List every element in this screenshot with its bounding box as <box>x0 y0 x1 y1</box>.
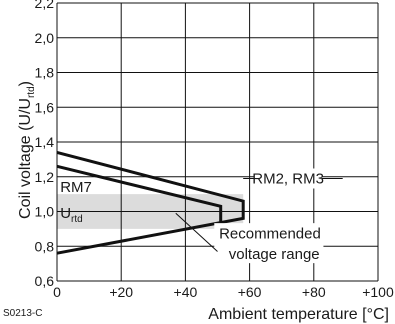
x-axis-title: Ambient temperature [°C] <box>208 306 389 323</box>
x-tick-label: 0 <box>53 284 61 300</box>
y-tick-label: 0,8 <box>35 238 55 254</box>
y-tick-label: 1,6 <box>35 99 55 115</box>
grid-layer <box>56 2 379 282</box>
annotation-layer: RM2, RM3 RM7 Urtd Recommended voltage range <box>60 168 343 264</box>
recommended-leader-line <box>175 212 218 252</box>
annotation-voltage-range: voltage range <box>229 246 320 263</box>
y-tick-label: 2,2 <box>35 0 55 11</box>
x-tick-label: +100 <box>362 284 394 300</box>
tick-label-layer: 0,6 0,8 1,0 1,2 1,4 1,6 1,8 2,0 2,2 0 +20 +40 +60 +80… <box>35 0 394 300</box>
y-tick-label: 1,4 <box>35 134 55 150</box>
y-tick-label: 2,0 <box>35 30 55 46</box>
series-line-rm2-rm3 <box>56 150 245 255</box>
x-tick-label: +80 <box>302 284 326 300</box>
y-axis-title-close: ) <box>17 81 34 86</box>
y-tick-label: 1,0 <box>35 204 55 220</box>
annotation-rm7: RM7 <box>60 179 92 196</box>
x-tick-label: +60 <box>238 284 262 300</box>
x-tick-label: +20 <box>109 284 133 300</box>
y-axis-title-sub: rtd <box>26 86 37 98</box>
figure-code: S0213-C <box>3 308 42 319</box>
y-tick-label: 1,8 <box>35 65 55 81</box>
y-axis-title-main: Coil voltage (U/U <box>17 98 34 219</box>
annotation-u-rtd-sub: rtd <box>71 214 83 225</box>
y-tick-label: 1,2 <box>35 169 55 185</box>
series-line-rm7 <box>56 164 223 222</box>
series-layer <box>56 150 245 255</box>
annotation-recommended: Recommended <box>219 225 321 242</box>
annotation-u-rtd: Urtd <box>60 205 83 225</box>
recommended-label-bg <box>214 223 324 264</box>
rm23-label-bg <box>254 168 322 189</box>
annotation-u-rtd-main: U <box>60 205 71 222</box>
y-tick-label: 0,6 <box>35 273 55 289</box>
annotation-rm2-rm3: RM2, RM3 <box>252 170 324 187</box>
x-tick-label: +40 <box>174 284 198 300</box>
y-axis-title: Coil voltage (U/Urtd) <box>17 81 37 219</box>
